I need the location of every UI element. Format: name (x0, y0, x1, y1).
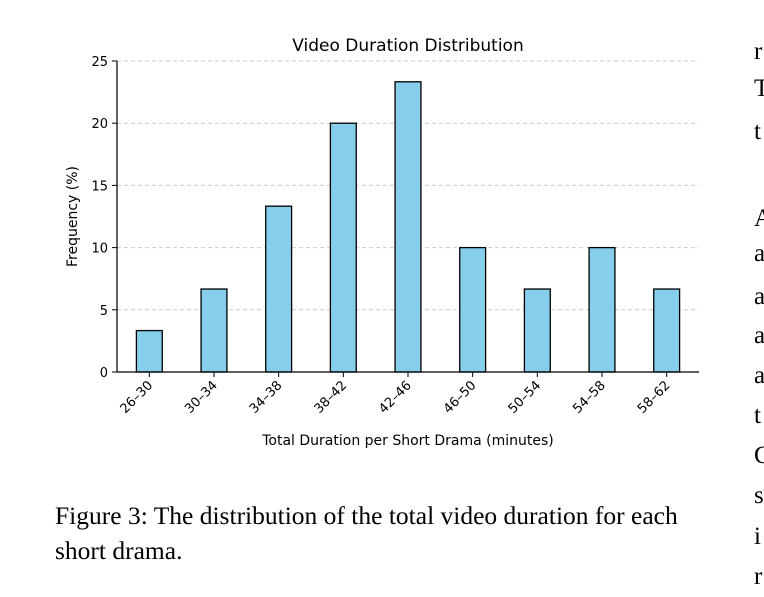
y-tick-label: 25 (91, 55, 108, 70)
bar (459, 246, 487, 373)
bars (135, 81, 681, 373)
y-tick-label: 5 (100, 304, 108, 319)
bar (653, 288, 681, 373)
x-tick-label: 34–38 (247, 378, 286, 417)
x-tick-label: 58–62 (635, 378, 674, 417)
side-text-fragment: t (754, 118, 761, 145)
x-axis-label: Total Duration per Short Drama (minutes) (261, 433, 554, 449)
x-tick-label: 42–46 (376, 378, 415, 417)
side-text-fragment: C (754, 442, 764, 469)
side-text-fragment: T (754, 75, 764, 102)
y-tick-label: 0 (100, 366, 108, 381)
chart: 0 5 10 15 20 25 26–30 30–34 34–38 38–42 42–46 46–5… (65, 36, 699, 449)
bar (588, 246, 616, 373)
y-ticks: 0 5 10 15 20 25 (91, 55, 117, 381)
bar (135, 329, 163, 373)
y-tick-label: 15 (91, 179, 108, 194)
y-tick-label: 20 (91, 117, 108, 132)
side-text-fragment: a (754, 283, 764, 310)
figure-caption: Figure 3: The distribution of the total … (55, 501, 678, 565)
bar (329, 122, 357, 373)
y-axis-label: Frequency (%) (65, 166, 81, 267)
side-text-fragment: s (754, 482, 764, 509)
bar (394, 81, 422, 373)
bar (265, 205, 293, 373)
x-tick-label: 30–34 (182, 378, 221, 417)
side-text-fragment: i (754, 523, 761, 550)
x-ticks: 26–30 30–34 34–38 38–42 42–46 46–50 50–54 54–58… (118, 372, 674, 417)
x-tick-label: 54–58 (570, 378, 609, 417)
side-text-fragment: a (754, 240, 764, 267)
side-text-fragment: A (754, 205, 764, 232)
chart-title: Video Duration Distribution (292, 36, 523, 56)
x-tick-label: 46–50 (441, 378, 480, 417)
bar (200, 288, 228, 373)
y-tick-label: 10 (91, 242, 108, 257)
side-text-fragment: t (754, 402, 761, 429)
x-tick-label: 38–42 (312, 378, 351, 417)
x-tick-label: 26–30 (118, 378, 157, 417)
side-text-fragment: r (754, 38, 763, 65)
x-tick-label: 50–54 (506, 378, 545, 417)
side-text-fragment: a (754, 322, 764, 349)
bar (523, 288, 551, 373)
side-text-fragment: a (754, 362, 764, 389)
side-text-fragment: r (754, 563, 763, 590)
